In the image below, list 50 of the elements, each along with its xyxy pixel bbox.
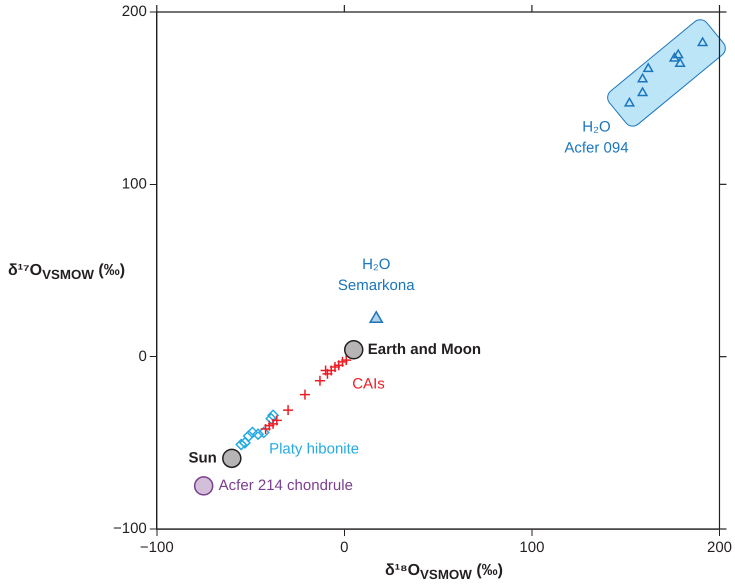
x-axis-title: δ¹⁸O$_{VSMOW}$ (‰) bbox=[385, 562, 503, 582]
point bbox=[282, 404, 294, 416]
point bbox=[264, 420, 276, 432]
y-tick-label: 100 bbox=[122, 175, 147, 192]
point bbox=[638, 87, 648, 96]
series-label: CAIs bbox=[352, 375, 385, 392]
x-tick-label: −100 bbox=[140, 539, 174, 556]
point bbox=[643, 63, 654, 72]
point bbox=[299, 388, 311, 400]
point bbox=[267, 410, 279, 422]
point bbox=[340, 354, 352, 366]
point bbox=[267, 418, 279, 430]
point bbox=[265, 412, 277, 424]
point bbox=[239, 437, 251, 449]
series-label: Sun bbox=[188, 449, 217, 466]
series-label: Earth and Moon bbox=[368, 340, 482, 358]
point bbox=[260, 423, 272, 435]
x-tick-label: 200 bbox=[706, 539, 732, 556]
x-tick-label: 100 bbox=[519, 539, 544, 556]
x-tick-label: 0 bbox=[340, 539, 349, 556]
point bbox=[332, 360, 344, 372]
point bbox=[320, 364, 332, 376]
point bbox=[673, 49, 684, 58]
point bbox=[222, 448, 242, 468]
series-label: Platy hibonite bbox=[269, 440, 360, 458]
point bbox=[336, 356, 348, 368]
point bbox=[669, 52, 680, 62]
series-label: H₂O Acfer 094 bbox=[564, 118, 629, 156]
point bbox=[242, 430, 254, 442]
point bbox=[624, 98, 635, 107]
y-tick-label: −100 bbox=[112, 520, 147, 538]
point bbox=[322, 368, 334, 380]
point bbox=[271, 414, 283, 426]
y-tick-label: 0 bbox=[138, 348, 147, 365]
y-axis-title: δ¹⁷O$_{VSMOW}$ (‰) bbox=[8, 262, 126, 282]
point bbox=[344, 340, 364, 360]
point bbox=[252, 428, 264, 440]
point bbox=[194, 476, 214, 496]
point bbox=[235, 438, 247, 450]
point bbox=[675, 58, 686, 67]
series-label: Acfer 214 chondrule bbox=[218, 477, 353, 494]
point bbox=[369, 311, 384, 324]
text: H₂O Semarkona bbox=[338, 256, 416, 294]
point bbox=[258, 426, 270, 438]
point bbox=[638, 73, 648, 82]
point bbox=[246, 426, 258, 438]
point bbox=[314, 375, 326, 387]
point bbox=[329, 361, 341, 373]
point bbox=[698, 37, 708, 46]
y-tick-label: 200 bbox=[122, 3, 147, 20]
